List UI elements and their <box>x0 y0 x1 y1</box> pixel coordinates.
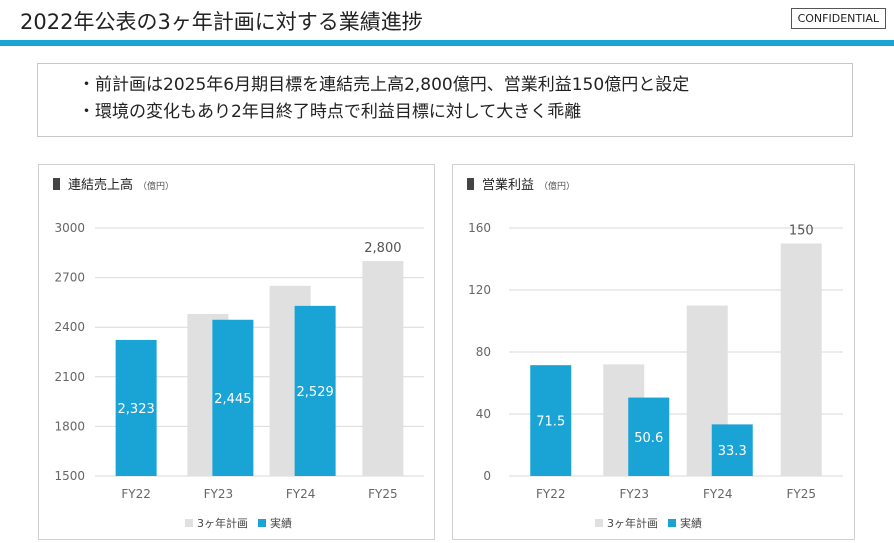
summary-bullet: ・前計画は2025年6月期目標を連結売上高2,800億円、営業利益150億円と設… <box>78 75 690 95</box>
confidential-badge: CONFIDENTIAL <box>790 8 886 29</box>
x-tick-label: FY23 <box>619 487 649 501</box>
title-marker-icon <box>467 178 474 190</box>
plan-bar <box>362 261 404 476</box>
actual-bar <box>711 424 753 476</box>
sales-chart-title: 連結売上高 （億円） <box>53 174 174 193</box>
profit-chart-panel: 営業利益 （億円） 0 40 80 120 160 71.5 FY22 50.6 FY23 33.3… <box>452 164 855 540</box>
y-tick-label: 0 <box>483 469 491 483</box>
profit-chart: 0 40 80 120 160 71.5 FY22 50.6 FY23 33.3 FY24 150 FY… <box>468 221 843 501</box>
profit-chart-title-text: 営業利益 <box>482 178 535 193</box>
legend-label-plan: 3ヶ年計画 <box>607 517 658 530</box>
sales-chart-unit: （億円） <box>138 182 175 192</box>
sales-chart-title-text: 連結売上高 <box>68 178 134 193</box>
legend-swatch-actual <box>258 519 266 527</box>
legend-item-plan: 3ヶ年計画 <box>185 517 248 530</box>
title-underline <box>0 40 894 46</box>
y-tick-label: 120 <box>468 283 491 297</box>
y-tick-label: 1500 <box>54 469 85 483</box>
actual-bar <box>115 339 157 476</box>
actual-value-label: 2,323 <box>118 402 155 417</box>
actual-value-label: 33.3 <box>718 444 747 459</box>
x-tick-label: FY25 <box>368 487 398 501</box>
x-tick-label: FY22 <box>121 487 151 501</box>
y-tick-label: 2100 <box>54 370 85 384</box>
y-tick-label: 1800 <box>54 419 85 433</box>
summary-box: ・前計画は2025年6月期目標を連結売上高2,800億円、営業利益150億円と設… <box>37 63 853 137</box>
y-tick-label: 160 <box>468 221 491 235</box>
x-tick-label: FY22 <box>536 487 566 501</box>
x-tick-label: FY24 <box>286 487 316 501</box>
legend-item-plan: 3ヶ年計画 <box>595 517 658 530</box>
legend-item-actual: 実績 <box>258 517 292 530</box>
title-marker-icon <box>53 178 60 190</box>
x-tick-label: FY24 <box>703 487 733 501</box>
sales-chart-panel: 連結売上高 （億円） 1500 1800 2100 2400 2700 3000 2,323 F… <box>38 164 435 540</box>
actual-value-label: 2,529 <box>297 385 334 400</box>
legend-swatch-plan <box>185 519 193 527</box>
legend-label-actual: 実績 <box>680 517 702 530</box>
y-tick-label: 2400 <box>54 320 85 334</box>
actual-bar <box>628 397 670 476</box>
x-tick-label: FY23 <box>204 487 234 501</box>
actual-bar <box>530 365 572 476</box>
y-tick-label: 40 <box>476 407 491 421</box>
x-tick-label: FY25 <box>786 487 816 501</box>
page-title: 2022年公表の3ヶ年計画に対する業績進捗 <box>20 10 423 34</box>
y-tick-label: 2700 <box>54 271 85 285</box>
sales-chart-legend: 3ヶ年計画 実績 <box>185 515 302 531</box>
y-tick-label: 3000 <box>54 221 85 235</box>
actual-value-label: 50.6 <box>634 431 663 446</box>
plan-value-label: 150 <box>789 224 814 239</box>
summary-bullet: ・環境の変化もあり2年目終了時点で利益目標に対して大きく乖離 <box>78 102 582 122</box>
profit-chart-title: 営業利益 （億円） <box>467 174 575 193</box>
legend-label-plan: 3ヶ年計画 <box>197 517 248 530</box>
actual-bar <box>294 305 336 476</box>
actual-bar <box>212 319 254 476</box>
actual-value-label: 71.5 <box>536 415 565 430</box>
plan-bar <box>780 243 822 476</box>
profit-chart-unit: （億円） <box>539 182 576 192</box>
plan-value-label: 2,800 <box>364 241 401 256</box>
sales-chart: 1500 1800 2100 2400 2700 3000 2,323 FY22 2,445 FY… <box>54 221 424 501</box>
actual-value-label: 2,445 <box>214 392 251 407</box>
legend-swatch-actual <box>668 519 676 527</box>
y-tick-label: 80 <box>476 345 491 359</box>
legend-swatch-plan <box>595 519 603 527</box>
legend-item-actual: 実績 <box>668 517 702 530</box>
profit-chart-legend: 3ヶ年計画 実績 <box>595 515 712 531</box>
legend-label-actual: 実績 <box>270 517 292 530</box>
